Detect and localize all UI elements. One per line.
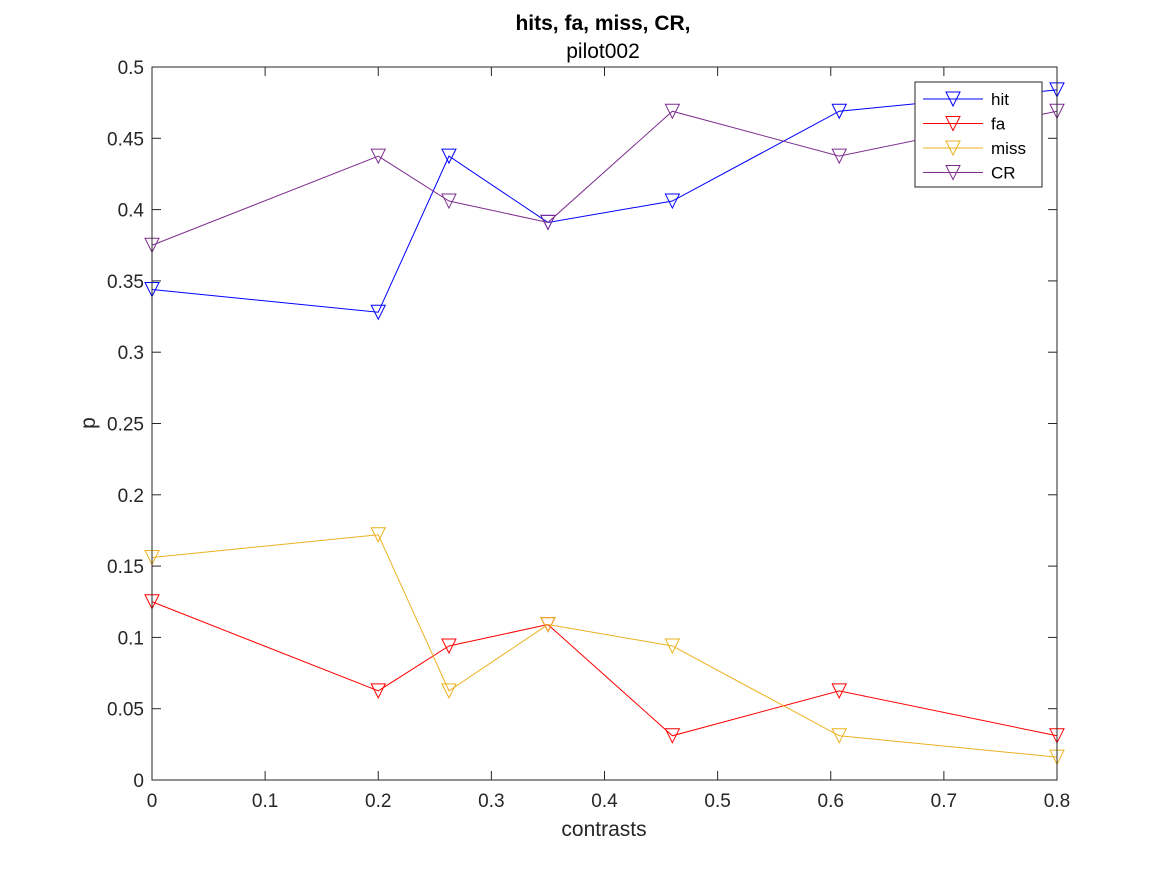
legend-box (914, 81, 1043, 188)
series-CR (144, 103, 1065, 254)
x-tick-label: 0.5 (704, 791, 730, 812)
data-point-hit (370, 304, 387, 321)
data-point-hit (664, 193, 681, 210)
data-point-miss (441, 683, 457, 699)
x-tick-label: 0.4 (591, 791, 618, 812)
legend-marker-miss (945, 140, 961, 157)
data-point-miss (664, 638, 681, 655)
data-point-fa (370, 683, 387, 699)
data-point-CR (540, 214, 556, 231)
legend-marker-hit (945, 91, 961, 108)
chart-title: hits, fa, miss, CR, (515, 12, 690, 35)
data-point-miss (540, 617, 556, 633)
y-tick-label: 0.4 (118, 201, 145, 222)
legend-marker-CR (945, 165, 961, 181)
y-tick-label: 0.1 (118, 628, 144, 649)
y-tick-label: 0.45 (107, 129, 144, 150)
data-point-fa (441, 638, 457, 655)
legend-label-fa: fa (991, 115, 1006, 134)
series-layer (144, 82, 1065, 766)
y-tick-label: 0.25 (107, 415, 144, 436)
legend-label-hit: hit (991, 90, 1009, 109)
data-point-miss (370, 527, 387, 543)
y-tick-label: 0.15 (107, 557, 144, 578)
legend-label-miss: miss (991, 139, 1026, 158)
x-tick-label: 0.7 (931, 791, 957, 812)
data-point-CR (441, 193, 457, 210)
data-point-fa (664, 728, 681, 744)
x-tick-label: 0.1 (252, 791, 278, 812)
y-tick-label: 0.05 (107, 700, 144, 721)
y-tick-label: 0 (133, 771, 144, 792)
data-point-hit (831, 103, 848, 120)
x-tick-label: 0.8 (1044, 791, 1070, 812)
y-axis-label: p (77, 417, 100, 429)
x-axis-label: contrasts (561, 818, 646, 841)
data-point-hit (441, 148, 457, 165)
series-line-miss (151, 534, 1058, 758)
legend-marker-fa (945, 116, 961, 132)
x-tick-label: 0.2 (365, 791, 391, 812)
legend-label-CR: CR (991, 164, 1016, 183)
data-point-miss (831, 728, 848, 744)
data-point-CR (370, 148, 387, 165)
x-tick-label: 0.6 (818, 791, 844, 812)
y-tick-label: 0.3 (118, 343, 144, 364)
y-tick-label: 0.2 (118, 486, 144, 507)
y-tick-label: 0.35 (107, 272, 144, 293)
data-point-CR (831, 148, 848, 165)
y-tick-label: 0.5 (118, 58, 144, 79)
data-point-CR (664, 103, 681, 120)
data-point-fa (831, 683, 848, 699)
ticks-layer: 0 0.1 0.2 0.3 0.4 0.5 0.6 0.7 0.8 0 0.05 0.1 0.15 0.2… (107, 58, 1070, 812)
legend: hit fa miss CR (914, 81, 1043, 188)
x-tick-label: 0 (147, 791, 158, 812)
chart-subtitle: pilot002 (566, 40, 640, 63)
series-line-CR (151, 110, 1058, 246)
x-tick-label: 0.3 (478, 791, 504, 812)
